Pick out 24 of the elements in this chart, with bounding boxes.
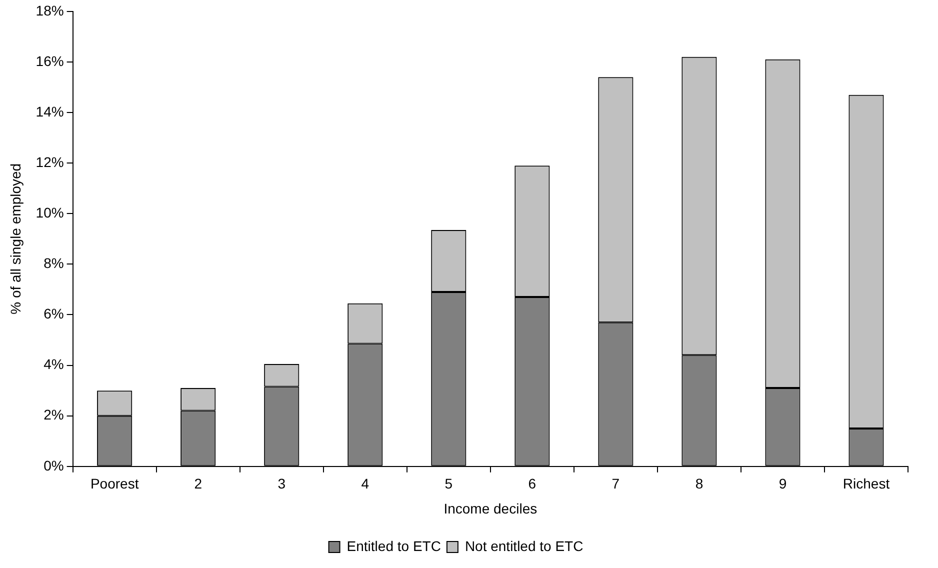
x-tick-label: 8 (695, 476, 704, 492)
x-tick-label: 4 (361, 476, 370, 492)
y-tick-label: 8% (44, 255, 64, 272)
y-tick-label: 18% (36, 2, 64, 18)
x-tick-label: Poorest (90, 476, 139, 492)
y-tick-label: 6% (44, 306, 64, 322)
x-tick-label: 6 (528, 476, 536, 492)
x-tick-label: 5 (444, 476, 453, 492)
y-tick-label: 4% (44, 356, 64, 372)
y-tick-label: 14% (36, 103, 64, 120)
legend-label: Entitled to ETC (346, 538, 441, 554)
x-tick-label: 7 (612, 476, 620, 492)
y-tick-label: 0% (44, 457, 64, 474)
x-tick-label: 3 (278, 476, 286, 492)
y-tick-label: 12% (36, 154, 64, 170)
x-tick-label: 9 (778, 476, 787, 492)
x-axis-title: Income deciles (444, 500, 538, 516)
y-axis-title: % of all single employed (7, 163, 24, 314)
x-tick-label: Richest (842, 476, 890, 492)
y-tick-label: 10% (36, 204, 64, 220)
y-tick-label: 2% (44, 406, 64, 423)
legend-label: Not entitled to ETC (464, 538, 584, 554)
x-tick-label: 2 (194, 476, 202, 492)
y-tick-label: 16% (36, 52, 64, 69)
